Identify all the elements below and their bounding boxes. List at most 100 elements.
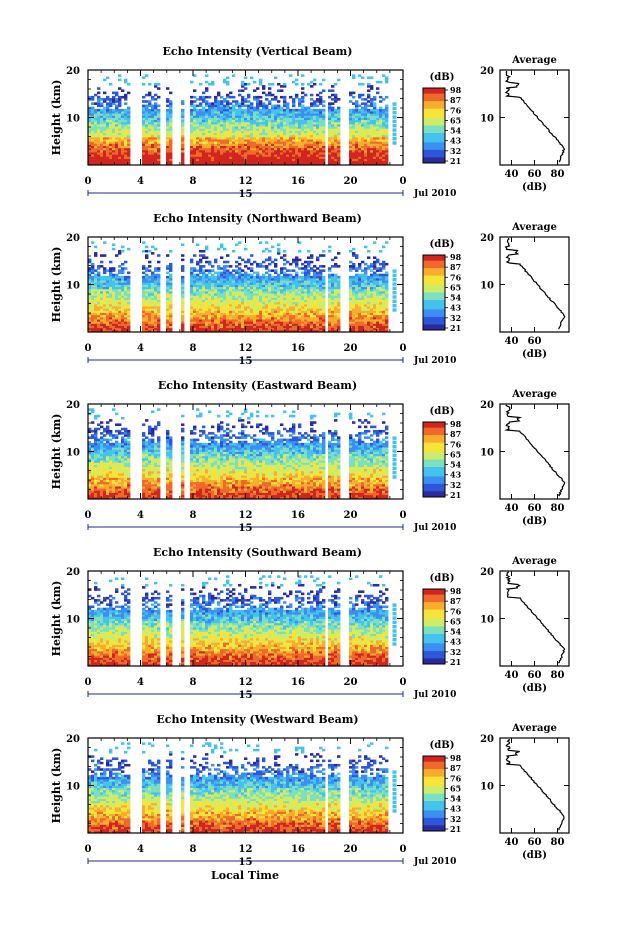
heatmap-cell — [277, 100, 280, 103]
heatmap-cell — [310, 109, 313, 112]
colorbar-label: 65 — [450, 115, 461, 125]
heatmap-cell — [331, 85, 334, 88]
heatmap-cell — [295, 83, 298, 86]
heatmap-cell — [364, 98, 367, 101]
heatmap-cell — [121, 250, 124, 253]
colorbar-label: 87 — [450, 95, 461, 105]
heatmap-cell — [118, 96, 121, 99]
heatmap-cell — [193, 89, 196, 92]
heatmap-cell — [118, 269, 121, 272]
x-tick-label: 4 — [137, 176, 144, 187]
heatmap-cell — [157, 254, 160, 257]
heatmap-cell — [265, 105, 268, 108]
heatmap-cell — [100, 98, 103, 101]
heatmap-cell — [214, 276, 217, 279]
heatmap-cell — [310, 94, 313, 97]
heatmap-cell — [226, 76, 229, 79]
heatmap-cell — [118, 250, 121, 253]
heatmap-cell — [301, 74, 304, 77]
profile-frame — [500, 70, 569, 165]
heatmap-cell — [127, 83, 130, 86]
heatmap-cell — [229, 107, 232, 110]
profile-x-tick-label: 60 — [528, 169, 542, 180]
heatmap-cell — [154, 274, 157, 277]
heatmap-cell — [262, 250, 265, 253]
heatmap-cell — [361, 83, 364, 86]
heatmap-cell — [286, 261, 289, 264]
heatmap-cell — [196, 105, 199, 108]
heatmap-cell — [142, 241, 145, 244]
heatmap-cell — [241, 89, 244, 92]
heatmap-cell — [217, 100, 220, 103]
heatmap-cell — [247, 100, 250, 103]
heatmap-cell — [283, 272, 286, 275]
heatmap-cell — [229, 96, 232, 99]
heatmap-cell — [247, 105, 250, 108]
heatmap-cell — [349, 92, 352, 95]
heatmap-cell — [304, 261, 307, 264]
heatmap-cell — [393, 137, 397, 140]
heatmap-cell — [235, 265, 238, 268]
heatmap-cell — [274, 96, 277, 99]
heatmap-cell — [352, 92, 355, 95]
heatmap-cell — [202, 254, 205, 257]
heatmap-cell — [274, 276, 277, 279]
heatmap-cell — [250, 274, 253, 277]
heatmap-cell — [265, 248, 268, 251]
heatmap-cell — [124, 94, 127, 97]
heatmap-cell — [235, 100, 238, 103]
heatmap-cell — [379, 100, 382, 103]
heatmap-cell — [199, 265, 202, 268]
heatmap-cell — [124, 109, 127, 112]
heatmap-cell — [166, 265, 169, 268]
heatmap-cell — [328, 89, 331, 92]
heatmap-cell — [241, 259, 244, 262]
heatmap-cell — [319, 109, 322, 112]
heatmap-cell — [259, 100, 262, 103]
heatmap-cell — [283, 254, 286, 257]
heatmap-cell — [334, 274, 337, 277]
heatmap-cell — [238, 267, 241, 270]
heatmap-cell — [211, 265, 214, 268]
heatmap-cell — [157, 105, 160, 108]
heatmap-cell — [358, 94, 361, 97]
profile-line — [506, 71, 564, 162]
heatmap-cell — [334, 256, 337, 259]
heatmap-cell — [94, 269, 97, 272]
heatmap-cell — [316, 105, 319, 108]
heatmap-cell — [106, 276, 109, 279]
heatmap-cell — [310, 267, 313, 270]
heatmap-cell — [256, 87, 259, 90]
heatmap-cell — [313, 265, 316, 268]
heatmap-cell — [244, 87, 247, 90]
colorbar-label: 21 — [450, 156, 461, 166]
heatmap-cell — [367, 100, 370, 103]
heatmap-cell — [271, 261, 274, 264]
y-tick-label: 20 — [66, 66, 80, 77]
heatmap-cell — [229, 272, 232, 275]
heatmap-cell — [112, 243, 115, 246]
heatmap-cell — [373, 102, 376, 105]
heatmap-cell — [328, 246, 331, 249]
heatmap-cell — [328, 274, 331, 277]
heatmap-cell — [277, 243, 280, 246]
heatmap-cell — [241, 269, 244, 272]
heatmap-cell — [94, 252, 97, 255]
heatmap-cell — [151, 272, 154, 275]
heatmap-cell — [262, 92, 265, 95]
heatmap-cell — [121, 96, 124, 99]
heatmap-cell — [145, 105, 148, 108]
heatmap-cell — [154, 83, 157, 86]
heatmap-cell — [316, 98, 319, 101]
heatmap-cell — [142, 265, 145, 268]
heatmap-cell — [127, 107, 130, 110]
heatmap-cell — [142, 272, 145, 275]
heatmap-cell — [145, 246, 148, 249]
heatmap-cell — [199, 254, 202, 257]
heatmap-cell — [94, 109, 97, 112]
heatmap-cell — [220, 256, 223, 259]
heatmap-cell — [151, 246, 154, 249]
heatmap-cell — [208, 102, 211, 105]
